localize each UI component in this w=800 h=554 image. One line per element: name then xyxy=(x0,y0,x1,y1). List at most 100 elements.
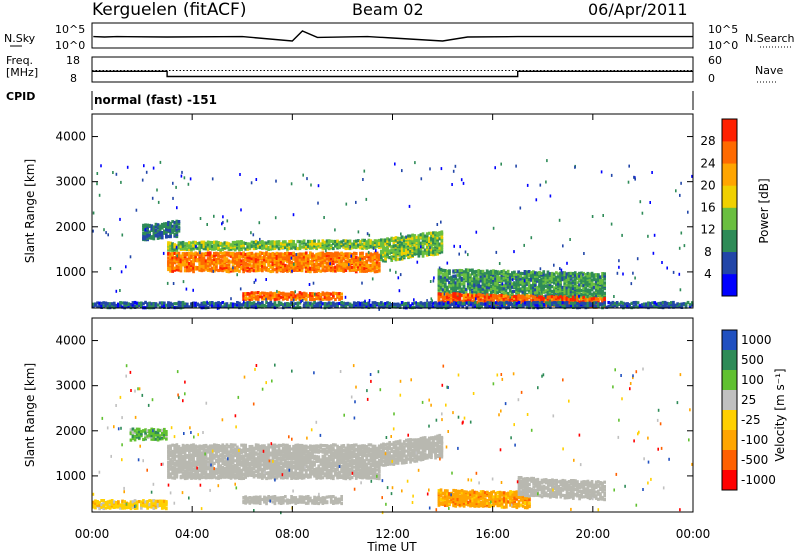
power-speck xyxy=(286,243,288,247)
power-cell-5 xyxy=(567,290,571,294)
power-cell-7 xyxy=(352,301,356,305)
power-cell-5 xyxy=(504,279,508,283)
power-cell-7 xyxy=(615,303,619,307)
power-cell-1 xyxy=(298,245,302,249)
velocity-cell-0 xyxy=(229,446,233,450)
power-cell-3 xyxy=(380,244,383,248)
power-cell-1 xyxy=(204,245,208,249)
power-cell-5 xyxy=(565,290,569,294)
power-cell-7 xyxy=(670,302,673,307)
power-cell-7 xyxy=(574,303,577,307)
power-cell-5 xyxy=(490,275,493,279)
velocity-cell-0 xyxy=(202,467,206,471)
power-cell-5 xyxy=(494,269,497,274)
power-cell-7 xyxy=(580,304,583,309)
power-cell-5 xyxy=(460,272,464,276)
power-speck xyxy=(344,295,347,299)
power-cell-5 xyxy=(502,272,506,276)
power-cell-5 xyxy=(443,275,447,279)
power-speck xyxy=(120,180,122,184)
power-cell-6 xyxy=(555,295,558,299)
power-cell-0 xyxy=(271,267,275,271)
power-cell-5 xyxy=(542,281,546,285)
power-cell-1 xyxy=(200,243,204,247)
power-cell-6 xyxy=(456,292,460,296)
velocity-cell-0 xyxy=(225,446,229,450)
nave-label: Nave xyxy=(755,64,783,77)
power-cell-1 xyxy=(173,243,177,247)
power-cell-7 xyxy=(388,305,391,309)
power-speck xyxy=(240,208,242,212)
power-cell-0 xyxy=(338,260,341,264)
power-speck xyxy=(199,217,202,220)
power-cell-6 xyxy=(582,295,585,300)
power-cell-5 xyxy=(508,281,512,285)
power-cell-0 xyxy=(246,257,250,261)
power-cell-5 xyxy=(462,270,466,274)
velocity-cell-0 xyxy=(169,458,172,462)
power-cell-0 xyxy=(177,254,181,258)
velocity-cell-0 xyxy=(202,444,206,448)
power-cell-0 xyxy=(302,259,306,263)
power-cell-7 xyxy=(603,301,606,305)
power-cell-5 xyxy=(542,295,546,299)
velocity-cell-0 xyxy=(171,469,174,473)
power-cell-0 xyxy=(288,261,291,265)
power-speck xyxy=(317,184,320,188)
power-cell-5 xyxy=(542,276,546,280)
power-cell-1 xyxy=(273,246,277,250)
power-cell-5 xyxy=(584,295,588,299)
power-cell-5 xyxy=(592,282,596,286)
power-speck xyxy=(591,215,594,218)
power-cell-7 xyxy=(306,303,310,307)
power-cell-4 xyxy=(286,297,289,301)
power-cell-5 xyxy=(498,289,502,293)
power-cell-5 xyxy=(487,275,491,279)
power-cell-2 xyxy=(154,222,158,226)
power-cell-1 xyxy=(367,243,371,247)
power-cell-5 xyxy=(490,272,493,276)
power-cell-4 xyxy=(263,291,266,295)
power-cell-0 xyxy=(248,256,252,260)
power-cell-2 xyxy=(150,227,154,231)
power-cell-0 xyxy=(329,252,333,256)
power-cell-0 xyxy=(171,256,174,260)
power-cell-7 xyxy=(371,304,375,308)
power-cell-5 xyxy=(471,277,474,281)
power-cell-0 xyxy=(236,268,239,272)
power-cell-0 xyxy=(323,252,327,256)
power-cell-5 xyxy=(557,279,560,283)
power-speck xyxy=(545,180,547,184)
power-cell-1 xyxy=(196,246,199,250)
power-cell-0 xyxy=(248,251,252,256)
power-cell-3 xyxy=(398,242,402,246)
velocity-cell-0 xyxy=(206,457,210,461)
power-cell-0 xyxy=(361,254,364,258)
power-cell-1 xyxy=(213,247,216,251)
power-cell-1 xyxy=(210,247,214,251)
power-cell-7 xyxy=(496,302,500,306)
power-cell-1 xyxy=(371,240,375,244)
velocity-cell-0 xyxy=(175,454,179,458)
power-speck xyxy=(259,237,261,241)
power-cell-7 xyxy=(336,302,339,306)
velocity-cell-0 xyxy=(215,446,218,450)
power-cell-7 xyxy=(628,305,631,309)
velocity-cell-0 xyxy=(192,448,195,452)
power-cell-0 xyxy=(350,260,354,264)
power-cell-5 xyxy=(519,280,523,284)
power-cell-5 xyxy=(578,271,581,275)
power-cell-0 xyxy=(371,260,375,264)
power-cell-7 xyxy=(519,303,523,308)
velocity-cell-0 xyxy=(188,453,191,457)
power-cell-7 xyxy=(332,303,335,307)
power-cell-3 xyxy=(392,240,396,244)
power-cell-5 xyxy=(517,281,520,285)
power-cell-6 xyxy=(552,295,556,299)
power-cell-7 xyxy=(471,304,475,308)
power-cell-7 xyxy=(524,303,527,307)
power-cell-5 xyxy=(508,277,512,281)
power-cell-7 xyxy=(377,305,381,309)
power-cell-5 xyxy=(592,278,596,282)
power-cell-5 xyxy=(544,284,548,288)
